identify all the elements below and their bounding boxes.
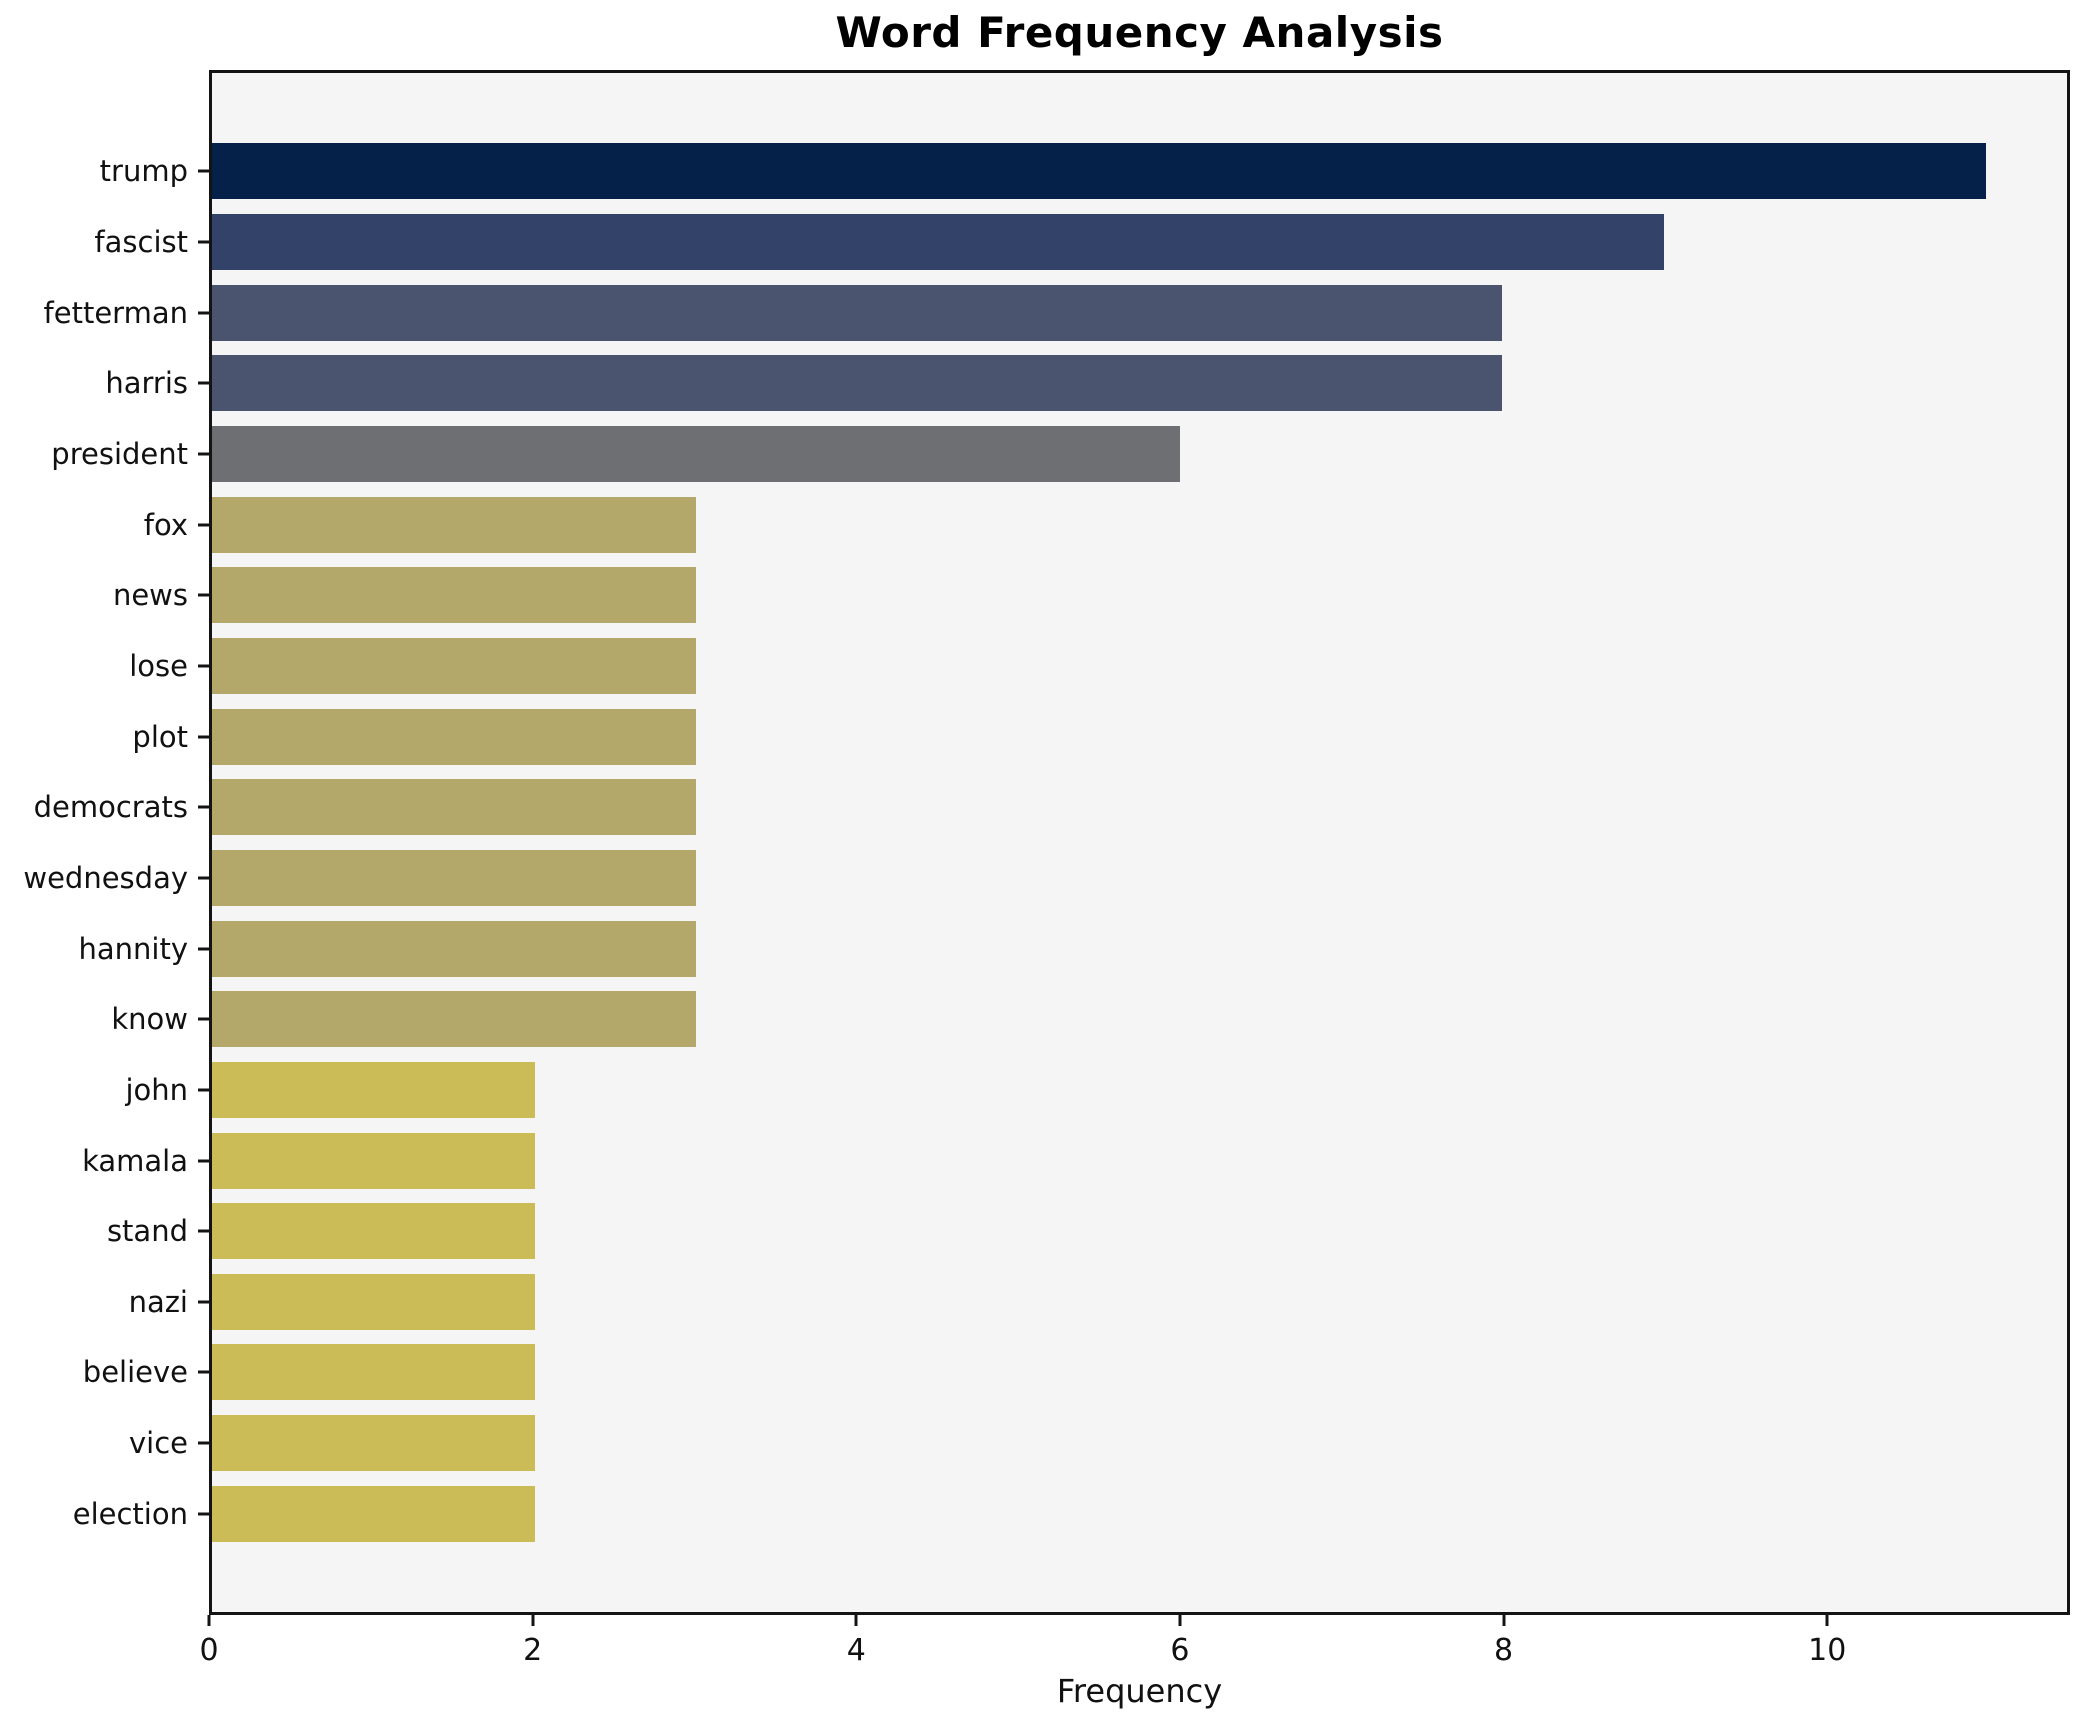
y-tick-mark	[198, 240, 209, 244]
x-tick-mark	[1825, 1615, 1829, 1626]
bar-row: vice	[129, 1408, 2067, 1479]
frequency-bar	[212, 1273, 535, 1330]
frequency-bar	[212, 143, 1987, 200]
frequency-bar	[212, 1061, 535, 1118]
bar-row: democrats	[34, 772, 2067, 843]
bar-row: president	[51, 419, 2067, 490]
frequency-bar	[212, 567, 696, 624]
bar-row: lose	[129, 631, 2067, 702]
frequency-bar	[212, 1485, 535, 1542]
bar-row: believe	[83, 1337, 2067, 1408]
bar-row: kamala	[82, 1125, 2067, 1196]
x-tick-mark	[854, 1615, 858, 1626]
x-tick-mark	[1178, 1615, 1182, 1626]
y-tick-mark	[198, 1370, 209, 1374]
y-axis-label: john	[125, 1072, 188, 1107]
y-axis-label: democrats	[33, 790, 188, 825]
y-tick-mark	[198, 452, 209, 456]
bar-row: election	[73, 1478, 2067, 1549]
x-tick-label: 10	[1808, 1633, 1847, 1668]
frequency-bar	[212, 1344, 535, 1401]
bar-row: news	[113, 560, 2067, 631]
bar-row: fascist	[94, 207, 2067, 278]
y-axis-label: hannity	[78, 931, 188, 966]
bar-row: fox	[144, 489, 2067, 560]
y-tick-mark	[198, 876, 209, 880]
bar-row: trump	[100, 136, 2067, 207]
frequency-bar	[212, 920, 696, 977]
bar-row: hannity	[78, 913, 2067, 984]
y-axis-label: news	[112, 578, 188, 613]
y-axis-label: wednesday	[23, 860, 188, 895]
y-tick-mark	[198, 947, 209, 951]
plot-area: trump fascist fetterman harris president fox n…	[23, 70, 2070, 1615]
bar-row: wednesday	[23, 843, 2067, 914]
y-tick-mark	[198, 1088, 209, 1092]
bar-row: harris	[105, 348, 2067, 419]
frequency-bar	[212, 1415, 535, 1472]
y-axis-label: lose	[129, 648, 188, 683]
bar-row: know	[111, 984, 2067, 1055]
y-tick-mark	[198, 1017, 209, 1021]
x-tick-label: 6	[1170, 1633, 1190, 1668]
frequency-bar	[212, 425, 1180, 482]
y-axis-label: vice	[128, 1426, 188, 1461]
y-tick-mark	[198, 805, 209, 809]
y-axis-label: fetterman	[43, 295, 188, 330]
bar-row: john	[125, 1055, 2067, 1126]
frequency-bar	[212, 1203, 535, 1260]
y-tick-mark	[198, 381, 209, 385]
y-axis-label: fascist	[94, 224, 188, 259]
x-axis: 0 2 4 6 8 10	[199, 1615, 2070, 1685]
frequency-bar	[212, 779, 696, 836]
frequency-bar	[212, 213, 1664, 270]
frequency-bar	[212, 1132, 535, 1189]
y-axis-label: stand	[106, 1214, 188, 1249]
y-axis-label: election	[72, 1496, 188, 1531]
frequency-bar	[212, 496, 696, 553]
y-tick-mark	[198, 1441, 209, 1445]
frequency-bar	[212, 849, 696, 906]
x-tick-label: 2	[523, 1633, 543, 1668]
y-tick-mark	[198, 593, 209, 597]
y-axis-label: know	[111, 1002, 188, 1037]
frequency-bar	[212, 284, 1503, 341]
frequency-bar	[212, 708, 696, 765]
y-tick-mark	[198, 735, 209, 739]
y-axis-label: nazi	[128, 1284, 188, 1319]
frequency-bar	[212, 637, 696, 694]
y-tick-mark	[198, 1229, 209, 1233]
y-tick-mark	[198, 664, 209, 668]
y-tick-mark	[198, 169, 209, 173]
x-tick-mark	[1502, 1615, 1506, 1626]
x-axis-title: Frequency	[1056, 1672, 1223, 1710]
bar-row: nazi	[129, 1267, 2067, 1338]
x-tick-mark	[531, 1615, 535, 1626]
y-axis-label: kamala	[82, 1143, 188, 1178]
bar-row: fetterman	[44, 277, 2067, 348]
y-axis-label: believe	[82, 1355, 188, 1390]
x-tick-mark	[207, 1615, 211, 1626]
y-axis-label: fox	[143, 507, 188, 542]
y-tick-mark	[198, 1159, 209, 1163]
bar-rows-container: trump fascist fetterman harris president fox n…	[23, 73, 2067, 1612]
y-tick-mark	[198, 1300, 209, 1304]
y-axis-label: plot	[132, 719, 188, 754]
y-tick-mark	[198, 1512, 209, 1516]
y-axis-label: harris	[105, 366, 188, 401]
y-tick-mark	[198, 311, 209, 315]
y-axis-label: president	[51, 436, 188, 471]
x-tick-label: 0	[199, 1633, 219, 1668]
y-tick-mark	[198, 523, 209, 527]
bar-row: plot	[132, 701, 2067, 772]
x-tick-label: 4	[846, 1633, 866, 1668]
chart-title: Word Frequency Analysis	[835, 8, 1444, 57]
bar-row: stand	[107, 1196, 2067, 1267]
x-tick-label: 8	[1494, 1633, 1514, 1668]
frequency-bar	[212, 991, 696, 1048]
frequency-bar	[212, 355, 1503, 412]
y-axis-label: trump	[99, 154, 188, 189]
